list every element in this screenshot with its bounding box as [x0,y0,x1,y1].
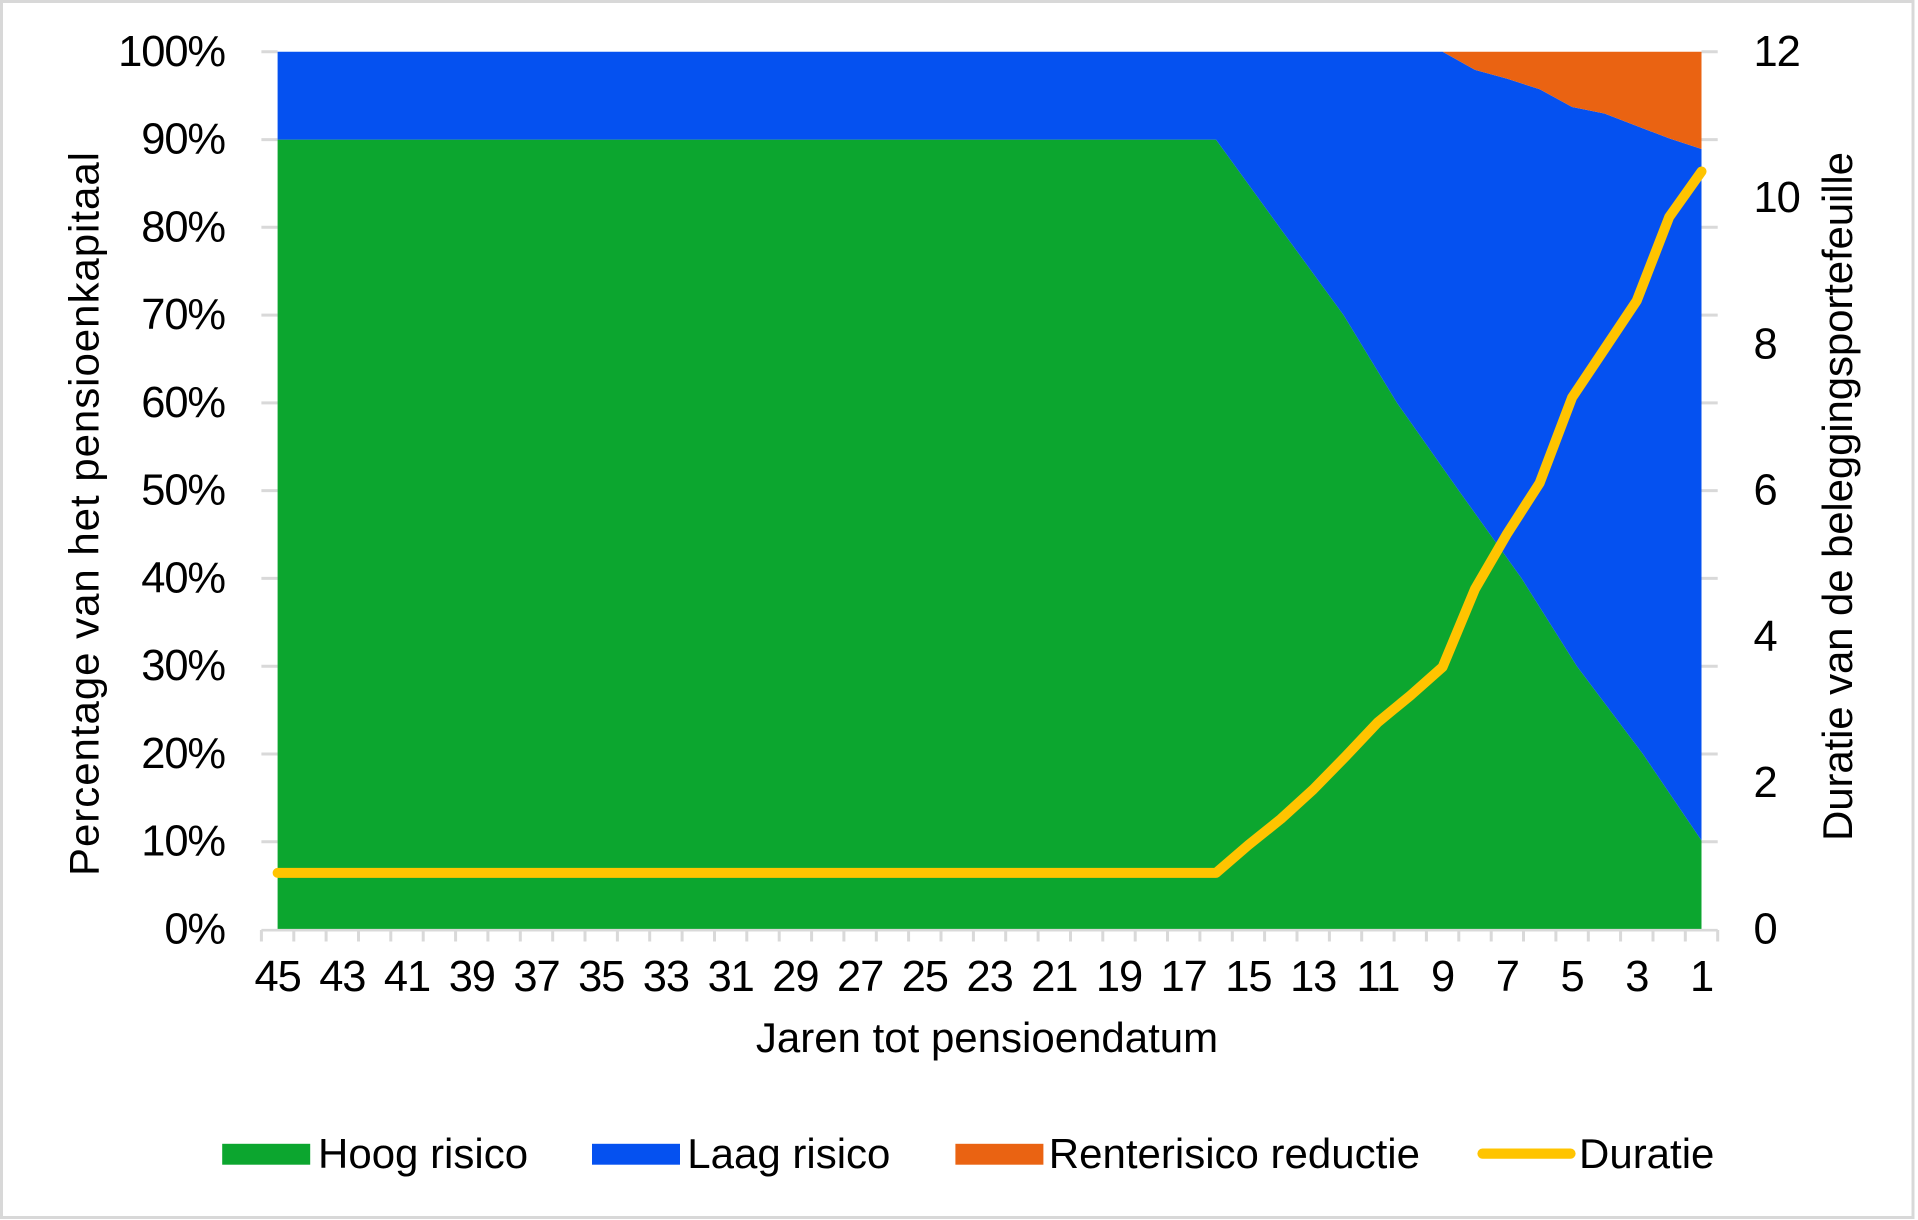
svg-text:7: 7 [1496,953,1519,1001]
svg-text:60%: 60% [141,379,225,427]
svg-text:0: 0 [1754,906,1777,954]
svg-text:Duratie van de beleggingsporte: Duratie van de beleggingsportefeuille [1814,152,1861,841]
svg-text:4: 4 [1754,613,1777,661]
svg-text:23: 23 [967,953,1013,1001]
svg-text:37: 37 [513,953,559,1001]
svg-text:2: 2 [1754,759,1777,807]
svg-text:0%: 0% [164,906,225,954]
svg-text:15: 15 [1225,953,1271,1001]
svg-text:43: 43 [319,953,365,1001]
svg-text:Hoog risico: Hoog risico [318,1130,528,1177]
svg-text:19: 19 [1096,953,1142,1001]
svg-text:Laag risico: Laag risico [687,1130,890,1177]
svg-text:39: 39 [449,953,495,1001]
svg-text:17: 17 [1161,953,1207,1001]
svg-text:1: 1 [1690,953,1713,1001]
svg-text:30%: 30% [141,642,225,690]
svg-text:Jaren tot pensioendatum: Jaren tot pensioendatum [756,1014,1218,1061]
svg-text:50%: 50% [141,467,225,515]
svg-text:20%: 20% [141,730,225,778]
svg-text:31: 31 [708,953,754,1001]
svg-text:29: 29 [772,953,818,1001]
svg-text:27: 27 [837,953,883,1001]
svg-text:45: 45 [255,953,301,1001]
svg-text:3: 3 [1625,953,1648,1001]
svg-text:35: 35 [578,953,624,1001]
svg-text:6: 6 [1754,467,1777,515]
svg-text:41: 41 [384,953,430,1001]
svg-text:70%: 70% [141,291,225,339]
svg-text:8: 8 [1754,320,1777,368]
svg-text:5: 5 [1561,953,1584,1001]
svg-text:10%: 10% [141,818,225,866]
svg-text:11: 11 [1356,953,1399,1001]
svg-text:40%: 40% [141,554,225,602]
svg-text:10: 10 [1754,174,1800,222]
svg-text:90%: 90% [141,116,225,164]
svg-text:33: 33 [643,953,689,1001]
svg-text:Duratie: Duratie [1579,1130,1714,1177]
svg-text:12: 12 [1754,28,1800,76]
svg-text:21: 21 [1031,953,1077,1001]
svg-text:9: 9 [1431,953,1454,1001]
svg-text:Renterisico reductie: Renterisico reductie [1049,1130,1420,1177]
svg-text:25: 25 [902,953,948,1001]
svg-text:Percentage van het pensioenkap: Percentage van het pensioenkapitaal [61,152,108,876]
svg-text:13: 13 [1290,953,1336,1001]
svg-text:80%: 80% [141,203,225,251]
svg-text:100%: 100% [118,28,225,76]
